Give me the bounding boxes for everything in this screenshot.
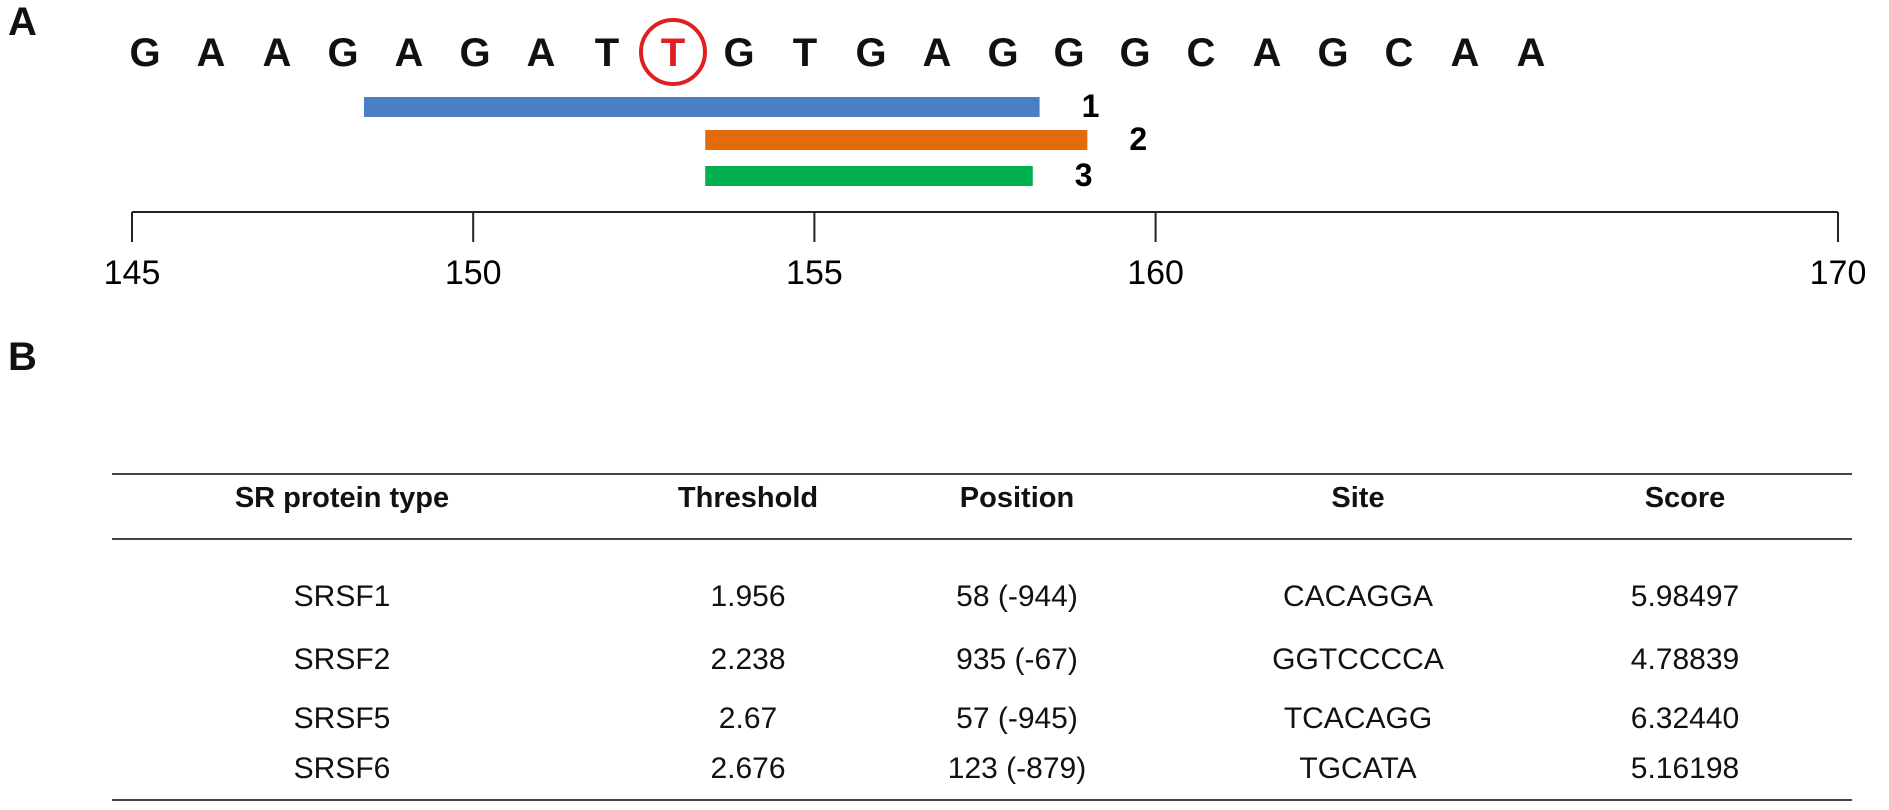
table-top-rule (112, 473, 1852, 475)
nucleotide: G (129, 31, 160, 75)
cell-site: CACAGGA (1282, 580, 1434, 613)
cell-sr-protein-type: SRSF5 (293, 702, 391, 735)
cell-position: 58 (-944) (956, 580, 1078, 613)
highlight-circle (639, 18, 707, 86)
axis-tick-label: 170 (1810, 254, 1867, 292)
bar-label-1: 1 (1082, 88, 1100, 124)
nucleotide: A (1253, 31, 1282, 75)
nucleotide: G (723, 31, 754, 75)
bar-2 (705, 130, 1088, 150)
table-row: SRSF6 2.676 123 (-879) TGCATA 5.16198 (112, 752, 1852, 802)
header-site: Site (1331, 482, 1385, 514)
cell-threshold: 2.238 (710, 643, 786, 676)
nucleotide: A (1517, 31, 1546, 75)
nucleotide: G (327, 31, 358, 75)
header-sr-protein-type: SR protein type (234, 482, 450, 514)
cell-sr-protein-type: SRSF6 (293, 752, 391, 785)
header-position: Position (959, 482, 1075, 514)
nucleotide: T (793, 31, 817, 75)
axis-tick-label: 155 (786, 254, 843, 292)
nucleotide: A (197, 31, 226, 75)
panel-b-label: B (8, 335, 37, 379)
cell-score: 4.78839 (1630, 643, 1740, 676)
cell-score: 6.32440 (1630, 702, 1740, 735)
nucleotide: G (1317, 31, 1348, 75)
cell-position: 123 (-879) (947, 752, 1087, 785)
nucleotide: A (263, 31, 292, 75)
cell-score: 5.16198 (1630, 752, 1740, 785)
bar-3 (705, 166, 1033, 186)
nucleotide: G (987, 31, 1018, 75)
table-bottom-rule (112, 799, 1852, 801)
nucleotide: A (923, 31, 952, 75)
header-score: Score (1644, 482, 1726, 514)
nucleotide: A (1451, 31, 1480, 75)
axis-tick-label: 160 (1127, 254, 1184, 292)
table-header-row: SR protein type Threshold Position Site … (112, 482, 1852, 532)
cell-site: TCACAGG (1283, 702, 1433, 735)
cell-sr-protein-type: SRSF2 (293, 643, 391, 676)
header-threshold: Threshold (677, 482, 819, 514)
axis-tick-label: 145 (104, 254, 161, 292)
cell-score: 5.98497 (1630, 580, 1740, 613)
bar-1 (364, 97, 1040, 117)
table-row: SRSF5 2.67 57 (-945) TCACAGG 6.32440 (112, 702, 1852, 752)
cell-threshold: 2.676 (710, 752, 786, 785)
nucleotide: G (459, 31, 490, 75)
table-row: SRSF2 2.238 935 (-67) GGTCCCCA 4.78839 (112, 643, 1852, 693)
cell-position: 935 (-67) (956, 643, 1078, 676)
axis-tick-label: 150 (445, 254, 502, 292)
bar-label-3: 3 (1075, 157, 1093, 193)
bar-label-2: 2 (1129, 121, 1147, 157)
nucleotide: C (1385, 31, 1414, 75)
position-axis: 145 150 155 160 170 (104, 211, 1867, 292)
panel-a-label: A (8, 0, 37, 44)
cell-site: GGTCCCCA (1272, 643, 1444, 676)
alignment-bars: 123 (364, 88, 1147, 193)
nucleotide: G (1053, 31, 1084, 75)
nucleotide: C (1187, 31, 1216, 75)
cell-position: 57 (-945) (956, 702, 1078, 735)
cell-threshold: 1.956 (710, 580, 786, 613)
nucleotide: A (527, 31, 556, 75)
cell-sr-protein-type: SRSF1 (293, 580, 391, 613)
cell-site: TGCATA (1299, 752, 1417, 785)
nucleotide: A (395, 31, 424, 75)
cell-threshold: 2.67 (718, 702, 778, 735)
nucleotide: T (595, 31, 619, 75)
nucleotide: G (1119, 31, 1150, 75)
nucleotide: G (855, 31, 886, 75)
highlighted-nucleotide: T (661, 31, 685, 75)
table-header-rule (112, 538, 1852, 540)
table-row: SRSF1 1.956 58 (-944) CACAGGA 5.98497 (112, 580, 1852, 630)
